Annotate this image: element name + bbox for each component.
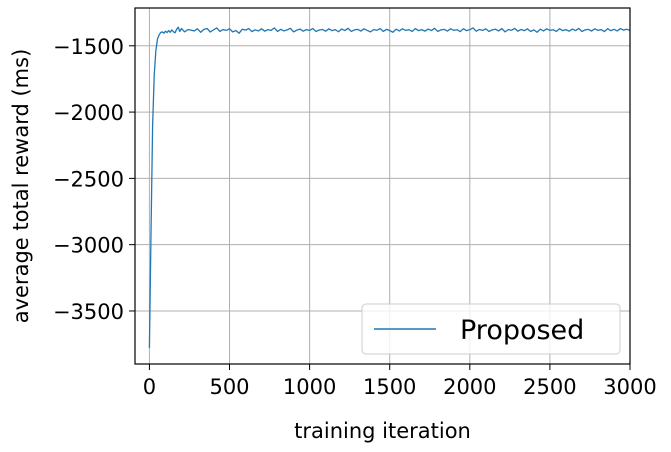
x-tick-label: 3000 bbox=[603, 375, 656, 399]
y-tick-label: −1500 bbox=[53, 35, 124, 59]
y-axis-label: average total reward (ms) bbox=[9, 49, 33, 324]
x-axis-ticks: 0 500 1000 1500 2000 2500 3000 bbox=[143, 364, 657, 399]
x-axis-label: training iteration bbox=[294, 419, 471, 443]
x-tick-label: 0 bbox=[143, 375, 156, 399]
x-tick-label: 2000 bbox=[443, 375, 496, 399]
x-tick-label: 1500 bbox=[363, 375, 416, 399]
y-tick-label: −3000 bbox=[53, 234, 124, 258]
series-line-proposed bbox=[148, 26, 631, 349]
x-tick-label: 1000 bbox=[283, 375, 336, 399]
plot-frame bbox=[134, 7, 631, 365]
y-axis-ticks: −3500 −3000 −2500 −2000 −1500 bbox=[53, 35, 135, 324]
x-tick-label: 500 bbox=[209, 375, 249, 399]
y-tick-label: −2000 bbox=[53, 101, 124, 125]
legend-box bbox=[361, 303, 621, 355]
y-tick-label: −3500 bbox=[53, 300, 124, 324]
legend-label-proposed: Proposed bbox=[460, 315, 584, 346]
series-layer bbox=[148, 26, 631, 349]
x-tick-label: 2500 bbox=[523, 375, 576, 399]
legend: Proposed bbox=[361, 303, 621, 355]
grid-lines bbox=[135, 8, 631, 364]
y-tick-label: −2500 bbox=[53, 167, 124, 191]
